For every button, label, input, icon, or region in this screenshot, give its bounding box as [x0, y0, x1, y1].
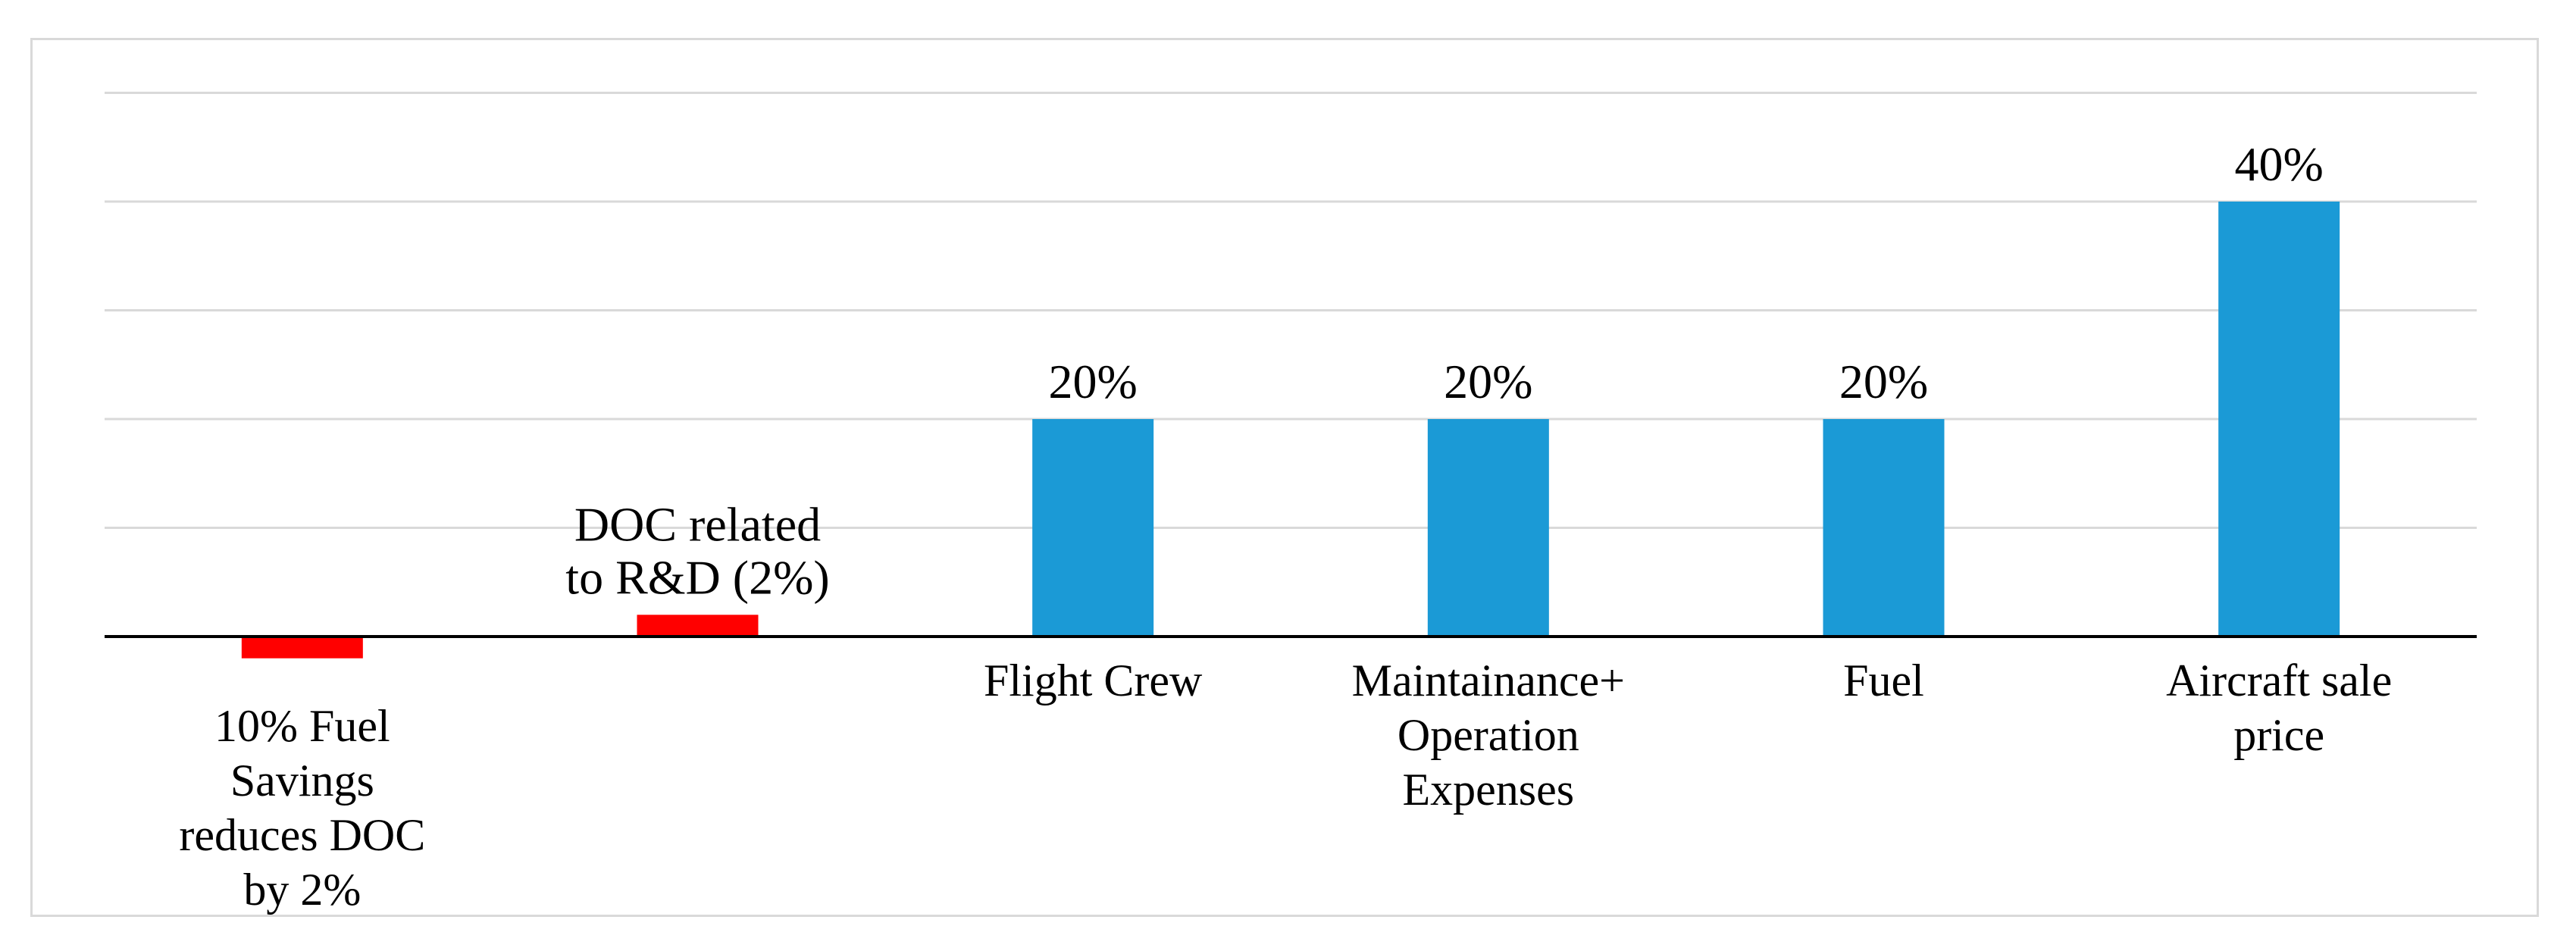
bar-2: [1032, 419, 1154, 637]
data-label-1-0: DOC related: [574, 497, 821, 551]
bar-1: [637, 615, 759, 637]
category-label-2-0: Flight Crew: [984, 655, 1203, 706]
category-label-0-1: Savings: [230, 756, 374, 806]
category-label-0-0: 10% Fuel: [214, 701, 390, 751]
category-label-3-0: Maintainance+: [1352, 655, 1625, 706]
data-label-4-0: 20%: [1839, 355, 1928, 408]
bar-3: [1427, 419, 1549, 637]
bar-0: [241, 637, 363, 659]
category-label-5-1: price: [2233, 710, 2324, 760]
chart-frame: 10% Fuel Savings reduces DOC by 2% DOC relat…: [30, 38, 2539, 917]
bars: [241, 202, 2340, 659]
gridlines: [105, 92, 2477, 529]
data-label-3-0: 20%: [1444, 355, 1532, 408]
category-label-0-3: by 2%: [243, 865, 361, 915]
data-label-2-0: 20%: [1049, 355, 1138, 408]
category-label-3-2: Expenses: [1403, 765, 1575, 815]
category-label-3-1: Operation: [1398, 710, 1579, 760]
bar-5: [2218, 202, 2340, 637]
category-label-0-2: reduces DOC: [179, 810, 425, 860]
data-label-5-0: 40%: [2235, 137, 2324, 191]
category-label-5-0: Aircraft sale: [2166, 655, 2392, 706]
bar-4: [1823, 419, 1945, 637]
category-label-4-0: Fuel: [1843, 655, 1924, 706]
data-label-1-1: to R&D (2%): [565, 550, 829, 604]
